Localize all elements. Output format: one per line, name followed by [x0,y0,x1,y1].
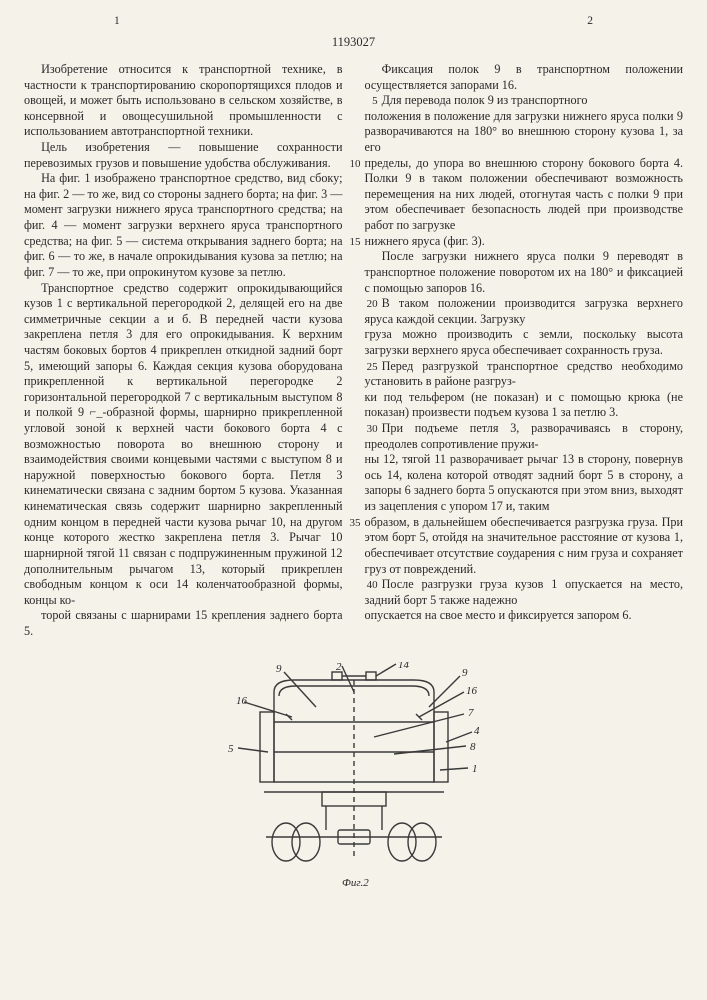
line-marker: 35 [347,516,361,530]
paragraph-text: После разгрузки груза кузов 1 опускается… [365,577,684,607]
paragraph: Изобретение относится к транспортной тех… [24,62,343,140]
paragraph: Фиксация полок 9 в транспортном положени… [365,62,684,93]
fig-label: 9 [462,667,468,679]
paragraph-text: При подъеме петля 3, разворачиваясь в ст… [365,421,684,451]
paragraph: 5 Для перевода полок 9 из транспортного [365,93,684,109]
paragraph-text: В таком положении производится загрузка … [365,296,684,326]
paragraph: груза можно производить с земли, посколь… [365,327,684,358]
paragraph: 35образом, в дальнейшем обеспечивается р… [365,515,684,577]
line-marker: 10 [347,157,361,171]
line-marker: 15 [347,235,361,249]
paragraph: ки под тельфером (не показан) и с помощь… [365,390,684,421]
paragraph: ны 12, тягой 11 разворачивает рычаг 13 в… [365,452,684,514]
paragraph-text: пределы, до упора во внешнюю сторону бок… [365,156,684,232]
document-number: 1193027 [24,34,683,50]
fig-label: 14 [398,662,410,671]
fig-label: 5 [228,743,234,755]
line-marker: 25 [364,360,378,374]
paragraph: 15нижнего яруса (фиг. 3). [365,234,684,250]
fig-label: 4 [474,725,480,737]
fig-label: 16 [466,685,478,697]
page-number-left: 1 [114,14,120,29]
fig-label: 1 [472,763,478,775]
header-row: 1 2 [24,14,683,32]
figure-caption: Фиг.2 [342,877,369,889]
fig-label: 16 [236,695,248,707]
paragraph-text: образом, в дальнейшем обеспечивается раз… [365,515,684,576]
paragraph: 40После разгрузки груза кузов 1 опускает… [365,577,684,608]
fig-label: 8 [470,741,476,753]
paragraph-text: Перед разгрузкой транспортное средство н… [365,359,684,389]
line-marker: 20 [364,297,378,311]
paragraph: После загрузки нижнего яруса полки 9 пер… [365,249,684,296]
paragraph: 10пределы, до упора во внешнюю сторону б… [365,156,684,234]
paragraph-text: нижнего яруса (фиг. 3). [365,234,485,248]
line-marker: 30 [364,422,378,436]
paragraph: 30При подъеме петля 3, разворачиваясь в … [365,421,684,452]
paragraph: торой связаны с шарнирами 15 крепления з… [24,608,343,639]
fig-label: 2 [336,662,342,673]
figure-2-svg: 2 14 16 9 5 7 8 16 9 1 4 Фиг.2 [214,662,494,892]
page-number-right: 2 [587,14,593,29]
paragraph: Транспортное средство содержит опрокидыв… [24,281,343,609]
paragraph: На фиг. 1 изображено транспортное средст… [24,171,343,280]
line-marker: 40 [364,578,378,592]
paragraph: Цель изобретения — повышение сохранности… [24,140,343,171]
fig-label: 9 [276,663,282,675]
fig-label: 7 [468,707,474,719]
figure-2: 2 14 16 9 5 7 8 16 9 1 4 Фиг.2 [24,662,683,892]
paragraph: 25Перед разгрузкой транспортное средство… [365,359,684,390]
paragraph-text: Для перевода полок 9 из транспортного [382,93,588,107]
paragraph: положения в положение для загрузки нижне… [365,109,684,156]
paragraph: опускается на свое место и фиксируется з… [365,608,684,624]
paragraph: 20В таком положении производится загрузк… [365,296,684,327]
text-columns: Изобретение относится к транспортной тех… [24,62,683,640]
line-marker: 5 [364,94,378,108]
